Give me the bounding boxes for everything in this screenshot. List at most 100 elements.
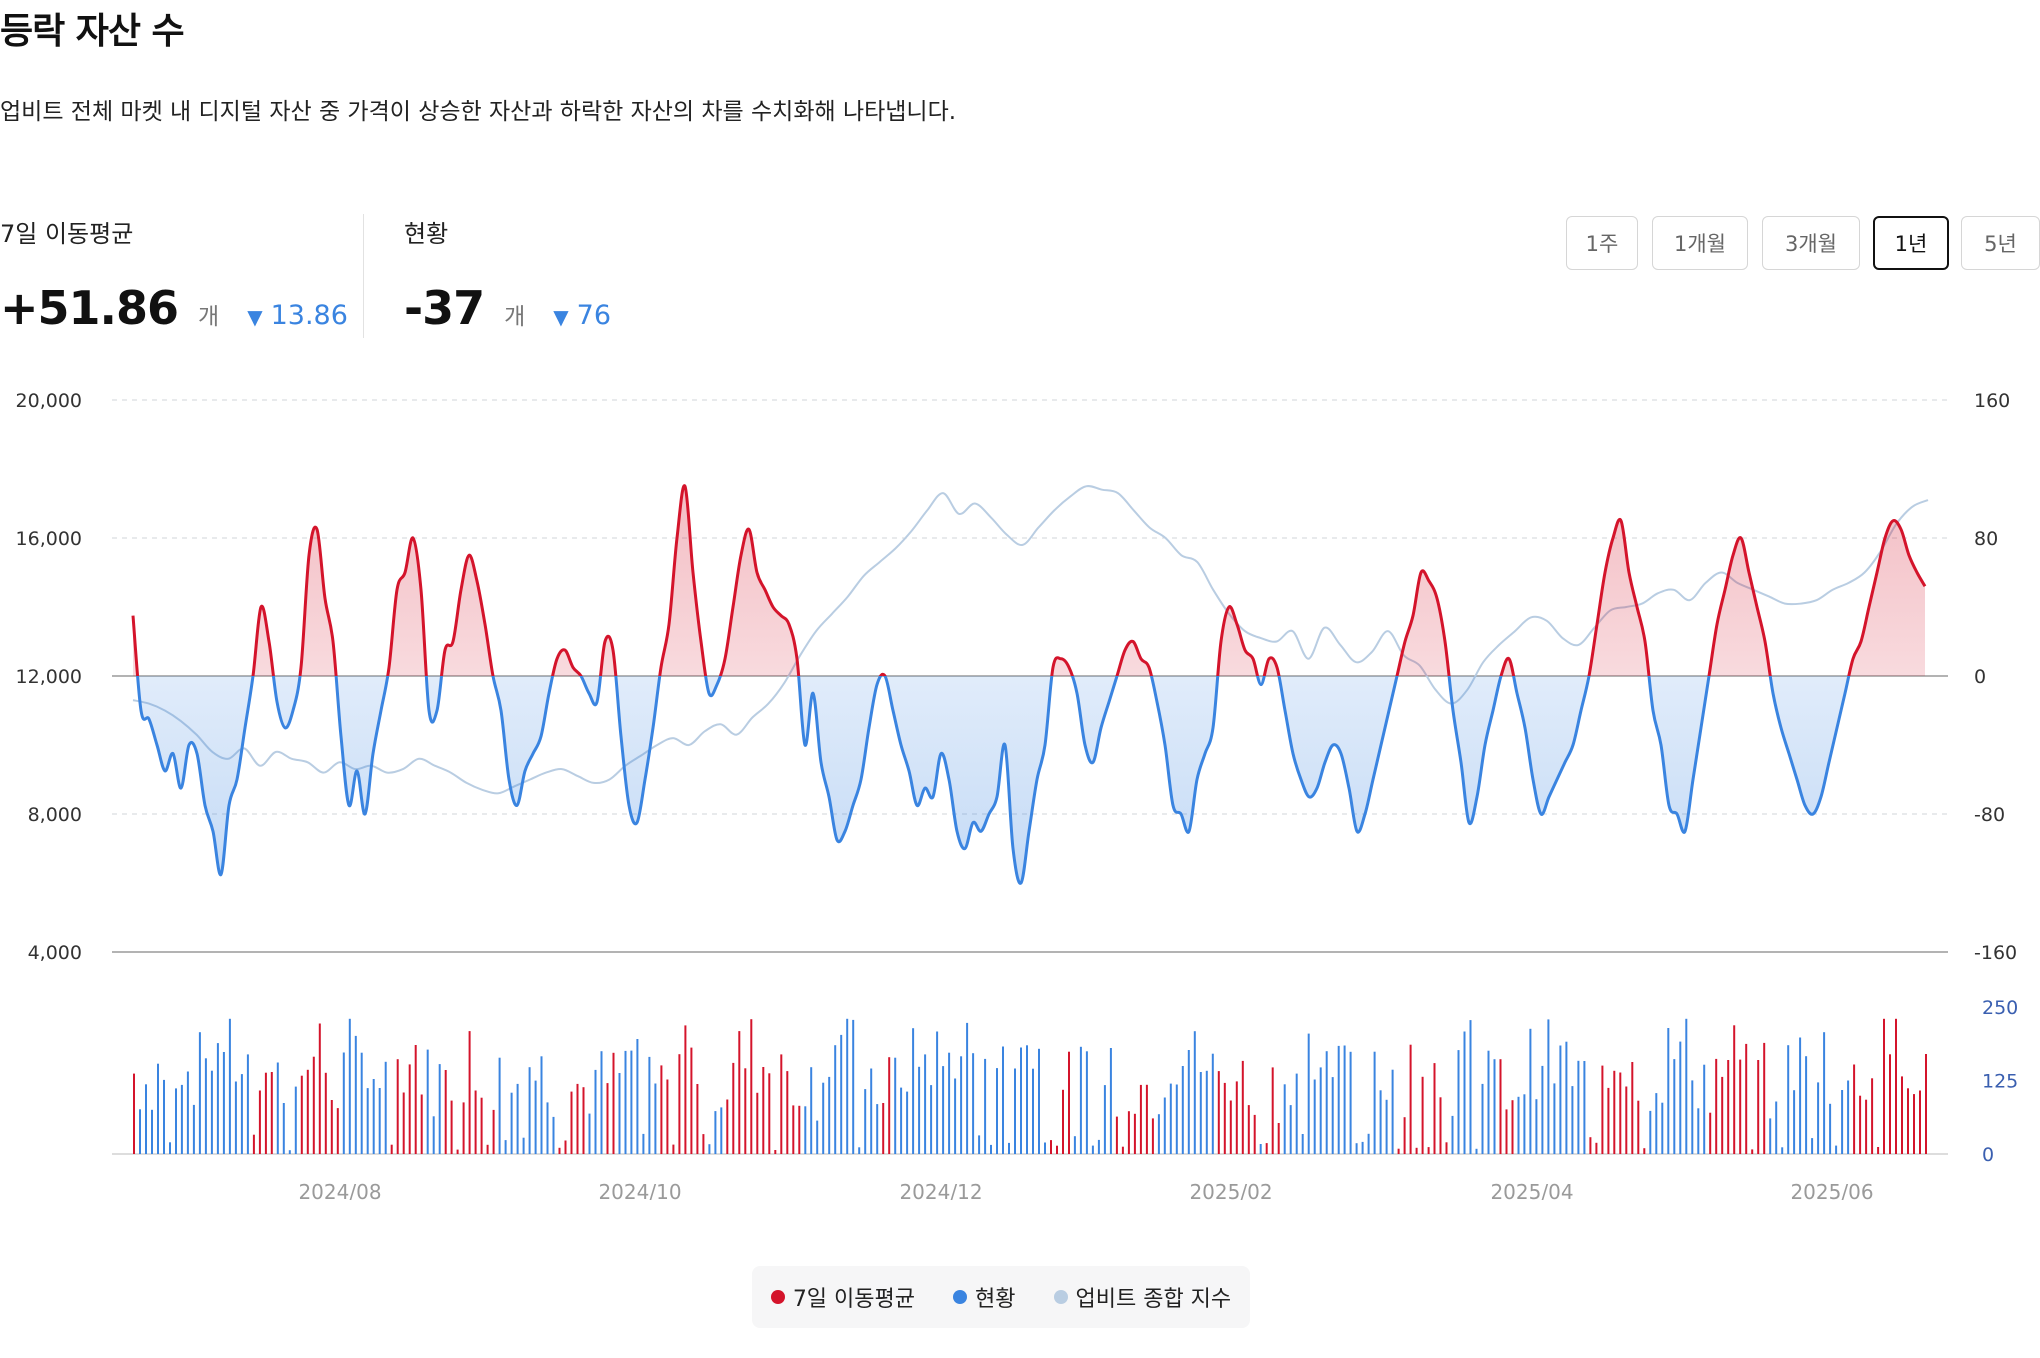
volume-bar [336,1108,339,1154]
volume-bar [390,1144,393,1154]
volume-bar [396,1059,399,1154]
volume-bar [1721,1076,1724,1154]
volume-bar [1475,1148,1478,1154]
ma7-dot-icon [770,1290,785,1304]
x-axis-tick: 2024/12 [899,1180,982,1200]
volume-bar [264,1072,267,1154]
volume-bar [1301,1134,1304,1154]
volume-bar [1211,1053,1214,1154]
volume-bar [630,1050,633,1154]
volume-bar [936,1031,939,1154]
volume-bar [1571,1086,1574,1154]
volume-bar [858,1147,861,1154]
volume-bar [1469,1020,1472,1154]
volume-bar [816,1120,819,1154]
volume-bar [702,1134,705,1154]
volume-bar [948,1052,951,1154]
volume-bar [139,1109,141,1154]
volume-bar [906,1091,909,1154]
volume-bar [1505,1109,1508,1154]
volume-bar [1337,1045,1340,1154]
volume-bar [1187,1050,1190,1154]
volume-bar [1439,1097,1442,1154]
volume-bar [1487,1050,1490,1154]
volume-axis-tick: 125 [1982,1071,2018,1093]
volume-bar [1079,1046,1082,1154]
volume-bar [990,1144,992,1154]
volume-bar [1038,1048,1040,1154]
volume-bar [744,1068,747,1154]
volume-bar [210,1070,213,1154]
volume-bar [1355,1143,1358,1154]
volume-bar [1847,1080,1850,1154]
volume-bar [684,1025,687,1154]
volume-bar [1649,1110,1652,1154]
volume-bar [1343,1045,1346,1154]
volume-bar [384,1061,387,1154]
volume-bar [1595,1142,1598,1154]
range-1month-button[interactable]: 1개월 [1652,216,1748,270]
volume-bar [330,1100,333,1154]
volume-bar [1068,1051,1070,1154]
range-1year-button[interactable]: 1년 [1873,216,1949,270]
volume-bar [714,1111,717,1154]
volume-bar [1757,1060,1760,1154]
right-axis-tick: 80 [1974,528,1998,550]
ma7-label: 7일 이동평균 [0,220,134,248]
volume-bar [480,1097,483,1154]
volume-bar [534,1080,537,1154]
volume-bar [804,1106,807,1154]
volume-bar [1679,1041,1682,1154]
volume-bar [1307,1033,1310,1154]
right-axis-tick: -160 [1974,942,2017,964]
volume-bar [1097,1139,1100,1154]
volume-bar [798,1105,801,1154]
volume-bar [1014,1068,1016,1154]
legend-current[interactable]: 현황 [953,1281,1016,1313]
volume-bar [192,1104,195,1154]
legend-index[interactable]: 업비트 종합 지수 [1053,1281,1231,1313]
volume-bar [1907,1088,1909,1154]
volume-bar [954,1078,957,1154]
volume-bar [1769,1118,1772,1154]
volume-bar [1229,1100,1232,1154]
volume-bar [618,1073,621,1154]
volume-bar [1403,1117,1406,1154]
volume-bar [282,1103,285,1154]
volume-bar [1667,1028,1670,1154]
volume-bar [1535,1099,1538,1154]
left-axis-tick: 16,000 [16,528,82,550]
volume-bar [690,1047,693,1154]
volume-bar [1745,1043,1748,1154]
volume-bar [1553,1083,1556,1154]
volume-bar [1577,1060,1580,1154]
right-axis-tick: 0 [1974,666,1986,688]
volume-bar [930,1085,933,1154]
volume-bar [636,1039,639,1154]
volume-bar [1499,1059,1502,1154]
volume-bar [498,1057,501,1154]
volume-bar [258,1090,261,1154]
volume-bar [294,1086,297,1154]
volume-bar [894,1057,897,1154]
volume-bar [1295,1073,1298,1154]
volume-bar [1901,1076,1903,1154]
volume-bar [1919,1090,1921,1154]
volume-bar [324,1072,327,1154]
legend-ma7[interactable]: 7일 이동평균 [770,1281,915,1313]
volume-bar [1026,1045,1028,1154]
volume-bar [1445,1142,1448,1154]
volume-bar [1607,1087,1610,1154]
volume-bar [1109,1048,1112,1154]
volume-bar [492,1109,495,1154]
volume-bar [708,1144,711,1154]
volume-bar [774,1150,777,1154]
range-3months-button[interactable]: 3개월 [1762,216,1860,270]
volume-bar [546,1102,549,1154]
volume-bar [1835,1145,1838,1154]
left-axis-tick: 4,000 [28,942,82,964]
range-5years-button[interactable]: 5년 [1961,216,2040,270]
range-1week-button[interactable]: 1주 [1566,216,1638,270]
volume-bar [504,1140,507,1154]
volume-bar [420,1094,423,1154]
